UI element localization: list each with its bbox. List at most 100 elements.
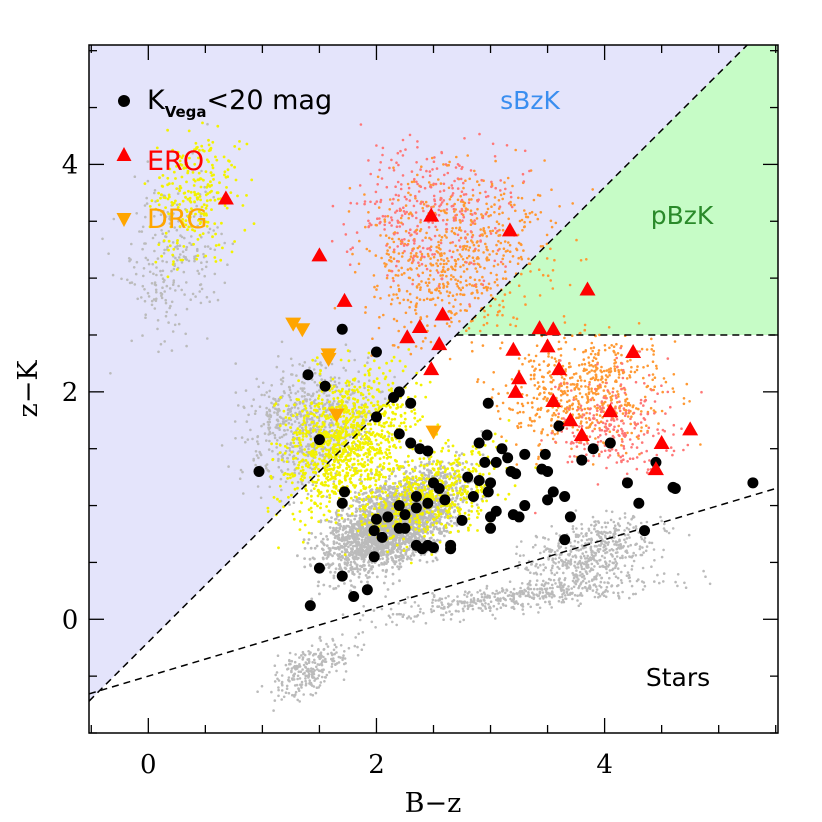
background-point (290, 669, 293, 673)
background-point (420, 485, 424, 489)
background-point (379, 511, 383, 514)
background-point (316, 663, 320, 666)
background-point (598, 573, 602, 577)
background-point (268, 413, 272, 417)
background-point (620, 570, 623, 574)
background-point (639, 553, 643, 557)
background-point (345, 512, 349, 516)
background-point (319, 639, 323, 642)
background-point (344, 343, 348, 347)
background-point (653, 559, 656, 562)
background-point (275, 446, 279, 449)
background-point (357, 632, 361, 636)
background-point (185, 281, 188, 284)
background-point (442, 607, 445, 610)
background-point (549, 578, 552, 582)
background-point (144, 256, 148, 260)
background-point (516, 602, 520, 606)
background-point (311, 483, 315, 487)
background-point (277, 686, 280, 689)
background-point (206, 245, 210, 248)
background-point (542, 597, 545, 600)
background-point (372, 546, 376, 550)
background-point (172, 281, 175, 284)
background-point (337, 553, 341, 557)
background-point (130, 242, 133, 246)
background-point (529, 571, 532, 574)
background-point (306, 393, 310, 397)
background-point (553, 594, 556, 598)
background-point (538, 597, 542, 600)
background-point (591, 556, 594, 560)
background-point (401, 554, 405, 558)
background-point (485, 584, 489, 588)
background-point (587, 580, 591, 583)
background-point (309, 683, 313, 686)
background-point (585, 572, 589, 575)
background-point (382, 462, 386, 465)
background-point (326, 645, 330, 648)
background-point (298, 447, 302, 450)
background-point (286, 468, 290, 471)
background-point (343, 561, 347, 565)
background-point (334, 517, 338, 521)
background-point (341, 509, 344, 512)
background-point (297, 670, 301, 673)
background-point (352, 457, 356, 461)
background-point (605, 585, 609, 589)
background-point (529, 605, 532, 609)
background-point (357, 380, 361, 383)
background-point (489, 600, 493, 603)
background-point (624, 556, 627, 559)
background-point (593, 565, 596, 568)
background-point (159, 342, 163, 346)
background-point (164, 301, 168, 305)
background-point (374, 491, 377, 494)
background-point (378, 547, 382, 551)
background-point (157, 350, 160, 354)
background-point (628, 555, 631, 558)
background-point (466, 607, 470, 611)
background-point (395, 623, 399, 627)
background-point (439, 515, 443, 519)
background-point (574, 509, 578, 512)
background-point (621, 590, 624, 594)
background-point (375, 575, 379, 579)
background-point (277, 465, 281, 469)
background-point (305, 662, 309, 666)
background-point (256, 435, 260, 438)
background-point (194, 295, 197, 298)
background-point (584, 550, 588, 554)
background-point (174, 313, 177, 317)
background-point (226, 263, 229, 267)
background-point (197, 272, 201, 275)
background-point (553, 550, 557, 554)
background-point (482, 591, 486, 594)
background-point (499, 599, 502, 603)
background-point (542, 550, 546, 553)
background-point (433, 509, 437, 513)
background-point (284, 433, 288, 436)
background-point (318, 457, 321, 461)
background-point (293, 660, 297, 664)
background-point (339, 393, 342, 396)
background-point (350, 565, 354, 569)
background-point (317, 648, 320, 651)
background-point (419, 539, 423, 542)
background-point (383, 561, 386, 564)
background-point (472, 597, 476, 600)
background-point (244, 440, 247, 444)
background-point (371, 571, 375, 575)
background-point (251, 437, 254, 441)
background-point (297, 687, 300, 691)
background-point (383, 482, 387, 485)
background-point (604, 565, 607, 569)
background-point (140, 230, 144, 233)
background-point (571, 579, 575, 583)
background-point (645, 545, 649, 548)
background-point (311, 556, 315, 560)
background-point (296, 480, 300, 484)
background-point (328, 670, 331, 674)
background-point (367, 351, 371, 355)
background-point (610, 553, 614, 557)
